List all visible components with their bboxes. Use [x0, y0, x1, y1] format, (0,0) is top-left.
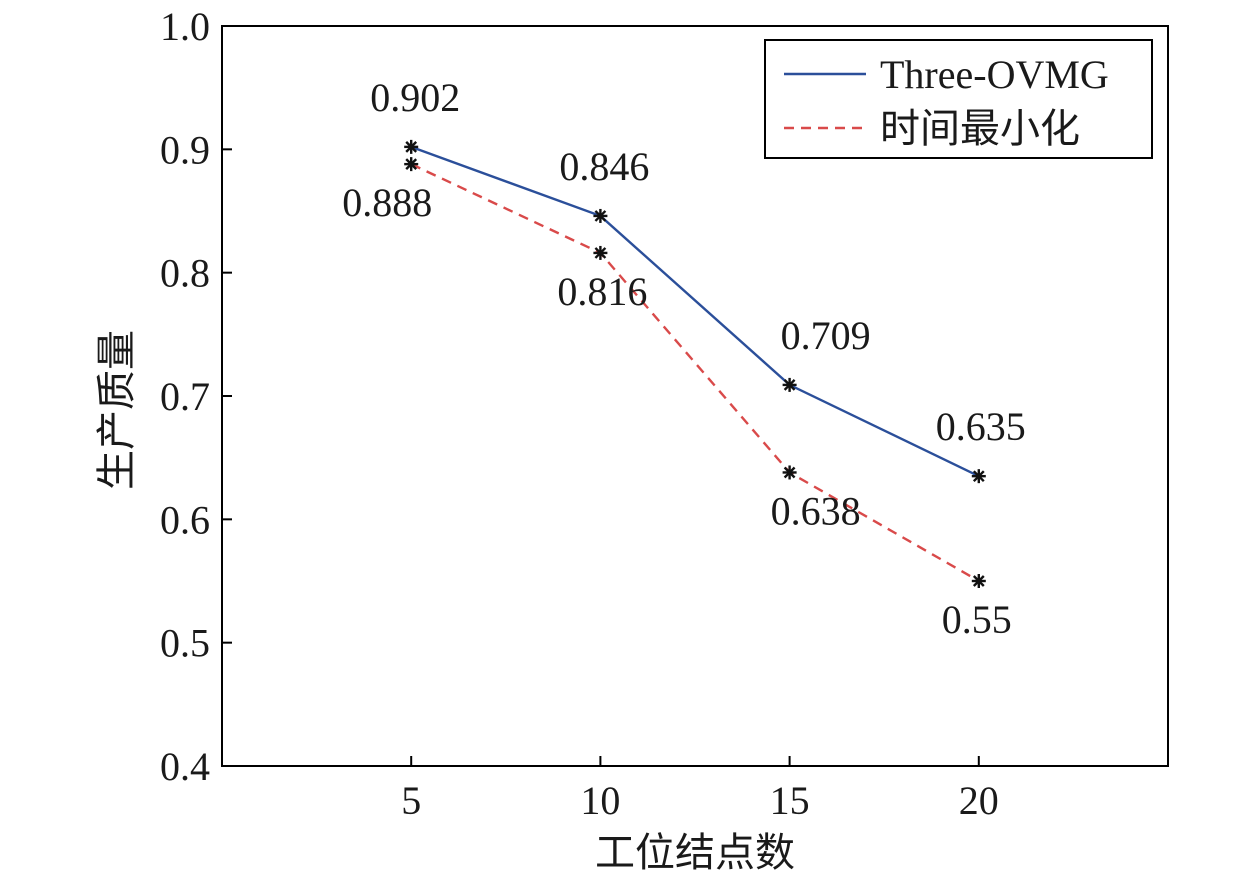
legend-label-time-min: 时间最小化 — [880, 106, 1080, 151]
y-tick-label: 0.4 — [160, 744, 210, 789]
y-tick-label: 0.6 — [160, 497, 210, 542]
y-tick-label: 0.9 — [160, 127, 210, 172]
data-point-marker — [404, 157, 419, 172]
legend-label-three-ovmg: Three-OVMG — [880, 52, 1109, 97]
y-tick-label: 1.0 — [160, 4, 210, 49]
y-axis-title: 生产质量 — [94, 330, 139, 490]
data-point-marker — [593, 208, 608, 223]
data-labels: 0.902 0.846 0.709 0.635 0.888 0.816 0.638 0.55 — [342, 75, 1026, 642]
series-layer — [404, 139, 986, 588]
data-label: 0.816 — [557, 269, 647, 314]
legend-box — [764, 39, 1153, 159]
x-tick-label: 10 — [580, 778, 620, 823]
data-point-marker — [782, 465, 797, 480]
data-label: 0.635 — [936, 404, 1026, 449]
data-point-marker — [782, 377, 797, 392]
data-label: 0.55 — [942, 597, 1012, 642]
data-label: 0.888 — [342, 180, 432, 225]
y-tick-label: 0.7 — [160, 374, 210, 419]
x-axis-ticks: 5 10 15 20 — [401, 756, 999, 823]
y-axis-ticks: 0.4 0.5 0.6 0.7 0.8 0.9 1.0 — [160, 4, 232, 789]
series-line-0 — [410, 145, 980, 478]
x-axis-title: 工位结点数 — [595, 830, 795, 875]
data-label: 0.709 — [781, 313, 871, 358]
data-label: 0.846 — [559, 144, 649, 189]
legend: Three-OVMG 时间最小化 — [764, 39, 1153, 159]
x-tick-label: 5 — [401, 778, 421, 823]
data-point-marker — [971, 469, 986, 484]
data-point-marker — [971, 574, 986, 588]
y-tick-label: 0.5 — [160, 621, 210, 666]
data-point-marker — [404, 139, 419, 154]
data-label: 0.902 — [370, 75, 460, 120]
x-tick-label: 20 — [959, 778, 999, 823]
data-label: 0.638 — [771, 488, 861, 533]
data-point-marker — [593, 245, 608, 260]
y-tick-label: 0.8 — [160, 251, 210, 296]
x-tick-label: 15 — [770, 778, 810, 823]
plot-frame — [221, 25, 1169, 767]
series-line-1 — [410, 163, 980, 583]
